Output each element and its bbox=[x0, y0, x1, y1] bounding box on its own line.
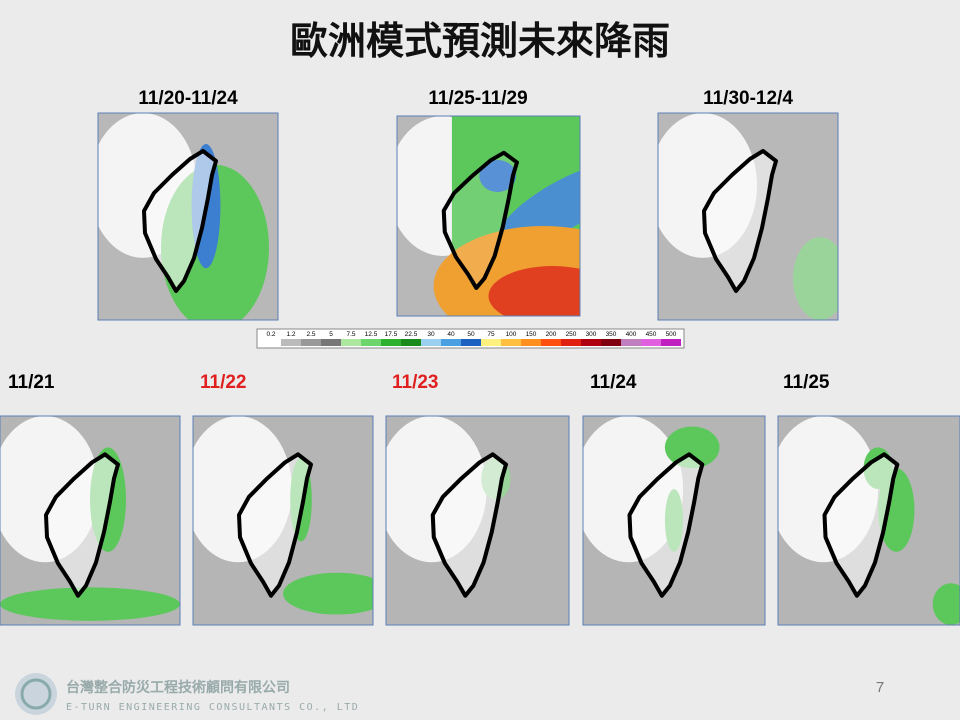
colorbar-swatch bbox=[381, 339, 401, 346]
map-body bbox=[583, 416, 765, 625]
colorbar-label: 100 bbox=[506, 331, 517, 338]
colorbar-swatch bbox=[361, 339, 381, 346]
colorbar-swatch bbox=[621, 339, 641, 346]
page-number: 7 bbox=[876, 679, 884, 696]
map-panel bbox=[582, 415, 766, 626]
colorbar-label: 75 bbox=[487, 331, 495, 338]
colorbar-swatch bbox=[261, 339, 281, 346]
rain-blob bbox=[664, 426, 720, 469]
period-label: 11/30-12/4 bbox=[703, 88, 793, 109]
taiwan-outline bbox=[430, 452, 508, 598]
colorbar-swatch bbox=[321, 339, 341, 346]
map-panel bbox=[657, 112, 839, 321]
map-body bbox=[193, 416, 373, 625]
rain-blob bbox=[283, 572, 373, 615]
colorbar-label: 0.2 bbox=[266, 331, 275, 338]
logo-ring bbox=[20, 678, 52, 710]
rain-blob bbox=[932, 583, 960, 625]
map-panel bbox=[97, 112, 279, 321]
map-frame bbox=[0, 415, 181, 626]
taiwan-outline bbox=[441, 150, 519, 290]
colorbar-label: 30 bbox=[427, 331, 435, 338]
day-label: 11/21 bbox=[8, 372, 55, 393]
colorbar-label: 7.5 bbox=[346, 331, 355, 338]
colorbar-label: 22.5 bbox=[405, 331, 418, 338]
taiwan-outline bbox=[627, 452, 705, 598]
company-en: E-TURN ENGINEERING CONSULTANTS CO., LTD bbox=[66, 702, 359, 713]
colorbar-label: 500 bbox=[666, 331, 677, 338]
colorbar-label: 2.5 bbox=[306, 331, 315, 338]
day-label: 11/24 bbox=[590, 372, 637, 393]
colorbar-swatch bbox=[521, 339, 541, 346]
colorbar-swatch bbox=[661, 339, 681, 346]
map-body bbox=[778, 416, 960, 625]
colorbar-label: 300 bbox=[586, 331, 597, 338]
taiwan-outline bbox=[822, 452, 900, 598]
taiwan-outline bbox=[142, 149, 218, 293]
slide-title: 歐洲模式預測未來降雨 bbox=[290, 21, 670, 63]
colorbar-label: 40 bbox=[447, 331, 455, 338]
colorbar-swatch bbox=[401, 339, 421, 346]
colorbar-swatch bbox=[561, 339, 581, 346]
colorbar-swatch bbox=[341, 339, 361, 346]
map-panel bbox=[192, 415, 374, 626]
map-frame bbox=[396, 115, 581, 317]
colorbar-label: 1.2 bbox=[286, 331, 295, 338]
company-zh: 台灣整合防災工程技術顧問有限公司 bbox=[66, 679, 290, 695]
colorbar-swatch bbox=[501, 339, 521, 346]
rain-blob bbox=[0, 587, 180, 621]
colorbar-swatch bbox=[601, 339, 621, 346]
map-body bbox=[658, 113, 838, 320]
colorbar-swatch bbox=[301, 339, 321, 346]
day-label: 11/25 bbox=[783, 372, 830, 393]
colorbar-label: 17.5 bbox=[385, 331, 398, 338]
colorbar-label: 12.5 bbox=[365, 331, 378, 338]
colorbar-swatch bbox=[541, 339, 561, 346]
map-frame bbox=[777, 415, 960, 626]
colorbar-label: 450 bbox=[646, 331, 657, 338]
map-body bbox=[386, 416, 569, 625]
footer: 台灣整合防災工程技術顧問有限公司 E-TURN ENGINEERING CONS… bbox=[15, 673, 884, 715]
colorbar-label: 150 bbox=[526, 331, 537, 338]
colorbar-label: 250 bbox=[566, 331, 577, 338]
map-panel bbox=[0, 415, 181, 626]
map-body bbox=[397, 116, 580, 316]
colorbar-swatch bbox=[581, 339, 601, 346]
colorbar-label: 200 bbox=[546, 331, 557, 338]
colorbar-swatch bbox=[441, 339, 461, 346]
taiwan-outline bbox=[237, 452, 313, 598]
colorbar-swatch bbox=[281, 339, 301, 346]
map-frame bbox=[97, 112, 279, 321]
map-panel bbox=[777, 415, 960, 626]
map-panel bbox=[385, 415, 570, 626]
colorbar-label: 350 bbox=[606, 331, 617, 338]
colorbar-swatch bbox=[421, 339, 441, 346]
period-label: 11/25-11/29 bbox=[428, 88, 527, 109]
map-frame bbox=[192, 415, 374, 626]
taiwan-outline bbox=[44, 452, 120, 598]
map-body bbox=[98, 113, 278, 320]
map-panel bbox=[396, 115, 581, 317]
day-label: 11/22 bbox=[200, 372, 247, 393]
colorbar-label: 50 bbox=[467, 331, 475, 338]
rain-red bbox=[488, 266, 580, 316]
colorbar-swatch bbox=[481, 339, 501, 346]
period-label: 11/20-11/24 bbox=[138, 88, 238, 109]
colorbar-swatch bbox=[641, 339, 661, 346]
colorbar-label: 5 bbox=[329, 331, 333, 338]
colorbar-label: 400 bbox=[626, 331, 637, 338]
map-frame bbox=[582, 415, 766, 626]
taiwan-outline bbox=[702, 149, 778, 293]
rain-blob bbox=[793, 237, 838, 320]
colorbar-swatch bbox=[461, 339, 481, 346]
map-body bbox=[0, 416, 180, 625]
day-label: 11/23 bbox=[392, 372, 439, 393]
map-frame bbox=[657, 112, 839, 321]
rain-blob bbox=[479, 160, 516, 192]
map-frame bbox=[385, 415, 570, 626]
